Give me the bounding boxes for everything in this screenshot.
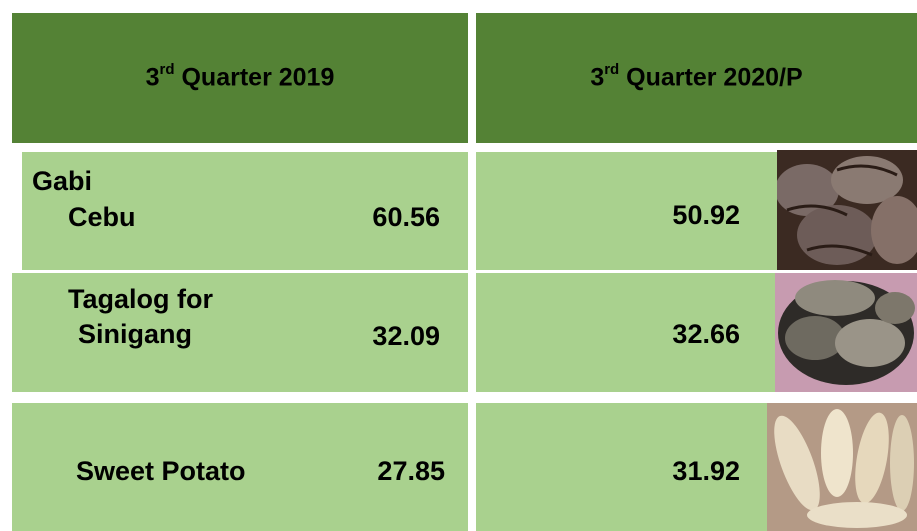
group-label: Gabi xyxy=(32,165,92,197)
header-label: Quarter 2019 xyxy=(181,64,334,92)
header-cell: 3rd Quarter 2020/P xyxy=(476,13,917,143)
value-2020: 31.92 xyxy=(640,455,740,487)
ordinal: 3 xyxy=(590,64,604,92)
ordinal-suffix: rd xyxy=(160,61,175,78)
value-2019: 32.09 xyxy=(340,320,440,352)
value-2020: 32.66 xyxy=(640,318,740,350)
value-2020: 50.92 xyxy=(640,199,740,231)
taro-photo xyxy=(777,150,917,270)
sweet-potato-photo xyxy=(767,403,917,531)
ordinal: 3 xyxy=(146,64,160,92)
item-name: Cebu xyxy=(68,201,136,233)
item-name: Sweet Potato xyxy=(76,455,246,487)
header-text: 3rd Quarter 2020/P xyxy=(590,63,802,92)
item-name: Sinigang xyxy=(78,318,192,350)
taro-photo xyxy=(775,273,917,392)
header-text: 3rd Quarter 2019 xyxy=(146,63,335,92)
page: 3rd Quarter 2019 3rd Quarter 2020/P Gabi… xyxy=(0,0,917,531)
value-2019: 60.56 xyxy=(340,201,440,233)
ordinal-suffix: rd xyxy=(604,61,619,78)
header-label: Quarter 2020/P xyxy=(626,64,803,92)
value-2019: 27.85 xyxy=(345,455,445,487)
item-name: Tagalog for xyxy=(68,283,213,315)
header-cell: 3rd Quarter 2019 xyxy=(12,13,468,143)
